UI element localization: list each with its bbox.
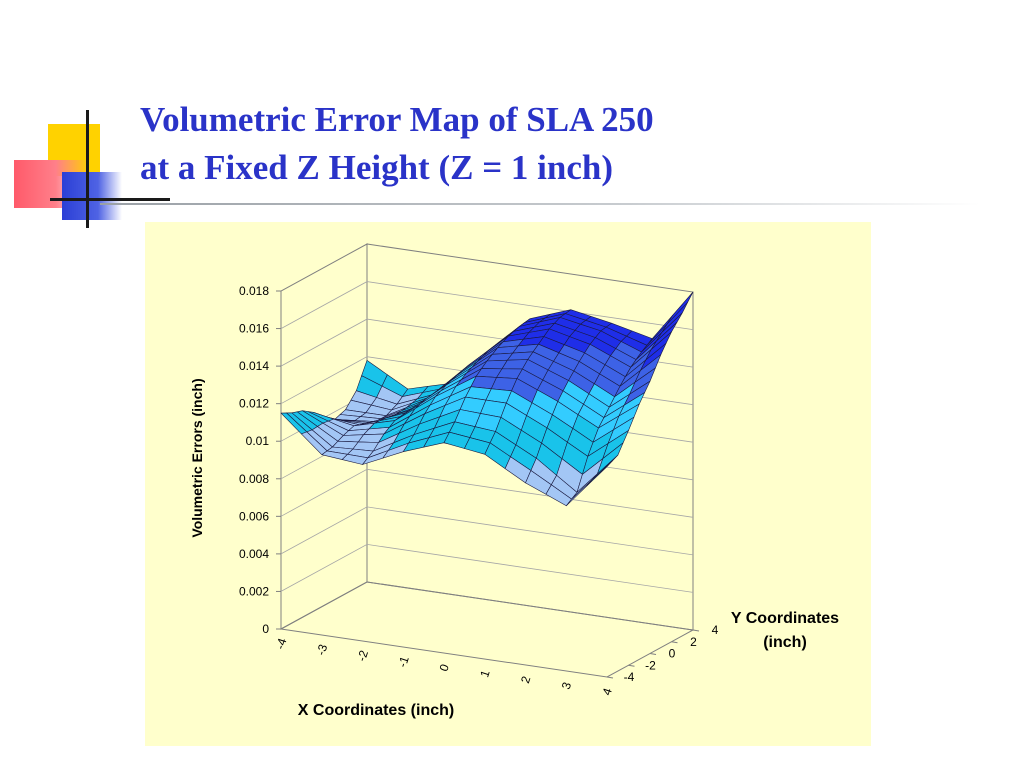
tick-labels: 0 0.002 0.004 0.006 0.008 0.01 0.012 0.014 0.016…	[239, 284, 719, 697]
z-tick-label: 0.008	[239, 472, 269, 486]
surface-chart: 0 0.002 0.004 0.006 0.008 0.01 0.012 0.014 0.016…	[189, 243, 839, 719]
z-tick-label: 0.012	[239, 397, 269, 411]
z-axis-label: Volumetric Errors (inch)	[189, 378, 205, 537]
z-tick-label: 0.006	[239, 509, 269, 523]
gridline	[280, 506, 694, 556]
x-axis-label: X Coordinates (inch)	[298, 702, 454, 719]
gridline	[280, 281, 694, 330]
gridline	[280, 543, 694, 593]
floor	[279, 581, 695, 678]
x-tick-label: 3	[559, 680, 574, 691]
title-underline	[100, 203, 980, 205]
y-tick-mark	[692, 629, 700, 632]
y-axis-label-line-2: (inch)	[763, 634, 807, 651]
y-tick-label: 4	[712, 623, 719, 637]
y-tick-mark	[606, 676, 614, 679]
decor-vertical-line	[86, 110, 89, 228]
decor-horizontal-line	[50, 198, 170, 201]
x-tick-label: 1	[477, 668, 492, 679]
z-tick-label: 0.014	[239, 359, 269, 373]
y-tick-label: -2	[645, 658, 656, 672]
z-tick-label: 0.01	[246, 434, 270, 448]
y-tick-mark	[628, 664, 635, 667]
x-tick-label: 4	[600, 686, 615, 697]
decor-blue-square	[62, 172, 122, 220]
z-tick-label: 0	[262, 622, 269, 636]
slide-title-line-1: Volumetric Error Map of SLA 250	[140, 100, 654, 139]
x-tick-label: -2	[354, 648, 371, 663]
y-tick-mark	[671, 641, 678, 644]
x-tick-label: -3	[314, 642, 331, 657]
surface-cell	[586, 460, 613, 487]
x-tick-label: -4	[273, 636, 290, 651]
gridline	[280, 468, 694, 518]
z-tick-label: 0.004	[239, 547, 269, 561]
y-tick-mark	[649, 653, 657, 655]
y-tick-label: 0	[669, 647, 676, 661]
chart-area: 0 0.002 0.004 0.006 0.008 0.01 0.012 0.014 0.016…	[145, 222, 871, 746]
y-axis-label-line-1: Y Coordinates	[731, 610, 839, 627]
z-tick-label: 0.002	[239, 584, 269, 598]
slide-title-line-2: at a Fixed Z Height (Z = 1 inch)	[140, 148, 613, 187]
y-tick-label: -4	[624, 670, 635, 684]
surface-cell	[666, 291, 694, 325]
chart-walls	[279, 243, 695, 678]
x-tick-label: 2	[518, 674, 533, 685]
z-tick-label: 0.018	[239, 284, 269, 298]
z-tick-label: 0.016	[239, 322, 269, 336]
y-tick-label: 2	[690, 635, 697, 649]
surface-mesh	[280, 291, 694, 507]
x-tick-label: -1	[395, 654, 412, 669]
x-tick-label: 0	[437, 662, 452, 673]
